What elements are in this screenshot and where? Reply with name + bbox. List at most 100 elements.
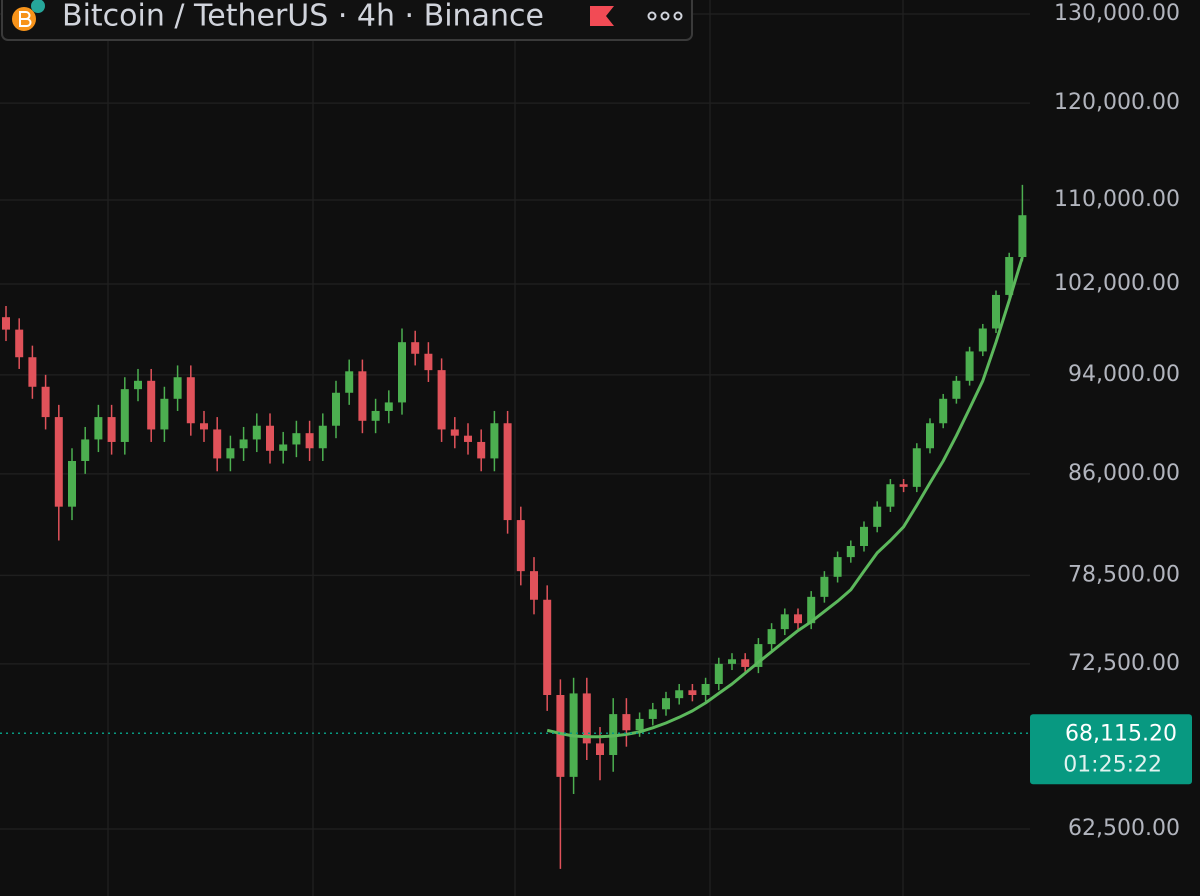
candle <box>556 679 565 869</box>
candle-body <box>675 690 684 699</box>
candle <box>648 702 657 726</box>
candle-body <box>81 439 90 461</box>
trend-curve <box>546 256 1024 739</box>
candle-body <box>741 659 750 667</box>
more-button[interactable] <box>647 11 683 21</box>
candle-body <box>978 328 987 352</box>
candle-body <box>147 380 156 430</box>
candle <box>860 521 868 552</box>
candle-body <box>516 520 525 572</box>
candle <box>714 657 723 691</box>
candle <box>1018 184 1027 262</box>
candle <box>54 404 63 541</box>
candle-body <box>200 423 208 430</box>
candle-body <box>582 693 591 744</box>
candle-body <box>160 398 169 430</box>
candle <box>886 479 895 513</box>
candle <box>2 306 10 342</box>
y-tick-label: 78,500.00 <box>1068 562 1180 587</box>
candle <box>873 501 882 533</box>
candle-body <box>1018 215 1027 258</box>
candle <box>490 410 499 472</box>
candle-body <box>252 425 261 440</box>
candle <box>701 677 710 702</box>
candle <box>252 413 261 453</box>
candle <box>239 426 248 461</box>
candle <box>767 623 776 651</box>
header-box <box>1 0 693 41</box>
y-tick-label: 86,000.00 <box>1068 461 1180 486</box>
candle-body <box>530 571 538 600</box>
candle-body <box>332 392 340 426</box>
candle-body <box>41 386 50 418</box>
candle <box>912 443 921 493</box>
header: Bitcoin / TetherUS · 4h · Binance <box>1 0 693 41</box>
candle <box>464 423 472 455</box>
candle-body <box>464 435 472 442</box>
candle <box>926 418 934 454</box>
candle <box>780 608 789 636</box>
exchange-icon <box>31 0 45 13</box>
candle-body <box>873 506 882 527</box>
candle-body <box>992 294 1000 329</box>
candle-body <box>437 370 446 430</box>
candle-body <box>833 557 842 577</box>
candle <box>543 585 552 711</box>
candle <box>186 365 195 436</box>
candle-body <box>807 596 816 624</box>
candle <box>147 368 156 442</box>
candle-body <box>622 714 631 731</box>
candle-body <box>411 342 420 354</box>
candle-body <box>952 380 961 399</box>
candle-body <box>490 423 499 459</box>
candle <box>332 380 340 439</box>
countdown-label: 01:25:22 <box>1063 752 1162 777</box>
candle-body <box>120 389 129 442</box>
candle <box>728 653 736 671</box>
candle-body <box>173 377 182 399</box>
candle <box>68 448 76 521</box>
y-tick-label: 110,000.00 <box>1054 187 1180 212</box>
y-tick-label: 62,500.00 <box>1068 816 1180 841</box>
candle-body <box>450 429 459 436</box>
candle <box>15 318 24 369</box>
candle <box>437 358 446 442</box>
candle <box>81 426 90 474</box>
candle-body <box>28 357 37 387</box>
candle <box>939 393 948 429</box>
candle <box>266 413 274 464</box>
candle-body <box>912 448 921 487</box>
candle <box>411 330 420 366</box>
candle-body <box>358 371 367 421</box>
candle-body <box>239 439 248 449</box>
candle <box>318 413 327 461</box>
candle <box>741 653 750 674</box>
candle <box>516 506 525 586</box>
candle-body <box>767 629 776 645</box>
flag-icon[interactable] <box>590 6 614 26</box>
candle <box>530 557 538 615</box>
candle-body <box>899 484 908 487</box>
candle-body <box>107 417 116 442</box>
candle-body <box>846 546 855 558</box>
horizontal-grid <box>0 13 1030 830</box>
candle-body <box>68 460 76 507</box>
candle <box>582 677 591 761</box>
candle-body <box>688 690 697 695</box>
candle-body <box>556 694 565 777</box>
candle-body <box>939 398 948 424</box>
candle-body <box>860 526 868 547</box>
candle-body <box>213 429 222 459</box>
coin-glyph <box>19 11 32 27</box>
candle-body <box>714 663 723 685</box>
candle <box>794 608 802 630</box>
candle-body <box>318 425 327 449</box>
candle <box>279 431 288 464</box>
candle-body <box>543 599 552 695</box>
candle <box>226 435 235 472</box>
candle-body <box>134 380 142 390</box>
candle <box>688 684 697 702</box>
candle-body <box>648 709 657 719</box>
